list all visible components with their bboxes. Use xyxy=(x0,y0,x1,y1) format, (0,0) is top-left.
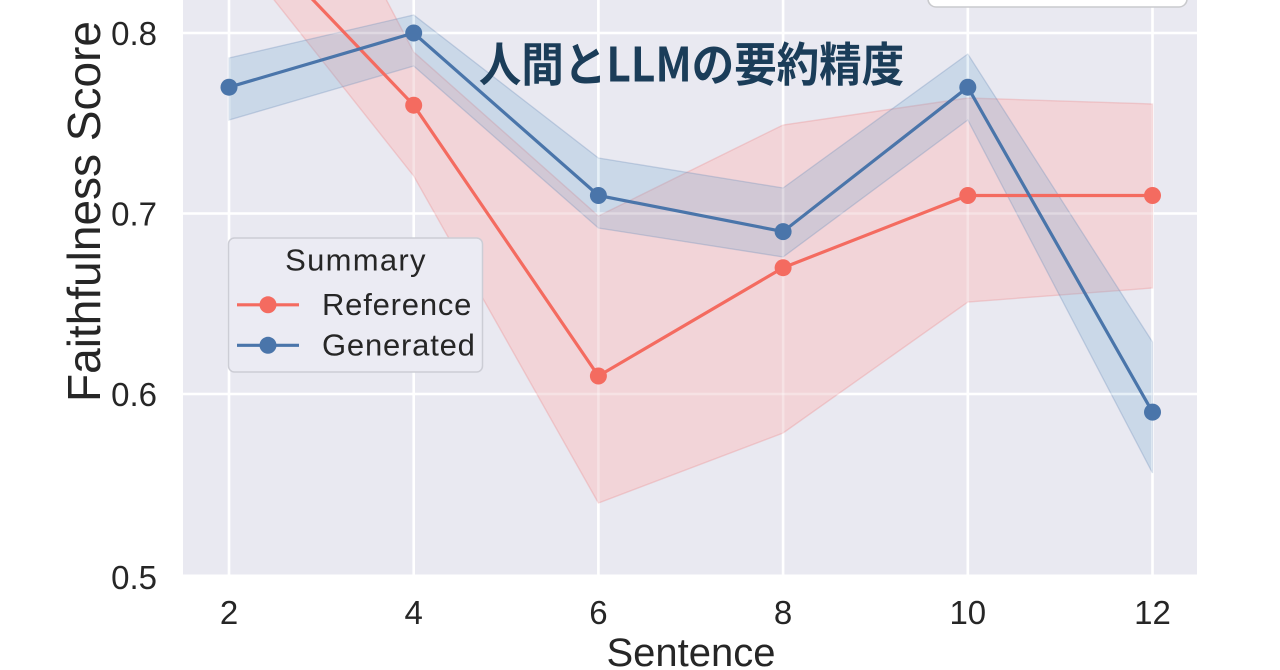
svg-text:4: 4 xyxy=(405,594,423,631)
svg-text:Reference: Reference xyxy=(322,287,472,322)
svg-text:0.5: 0.5 xyxy=(111,559,157,596)
svg-text:Sentence: Sentence xyxy=(606,631,775,670)
svg-text:6: 6 xyxy=(589,594,607,631)
svg-text:0.8: 0.8 xyxy=(111,15,157,52)
svg-text:Summary: Summary xyxy=(285,242,427,277)
svg-text:8: 8 xyxy=(774,594,792,631)
svg-text:0.7: 0.7 xyxy=(111,196,157,233)
svg-text:12: 12 xyxy=(1134,594,1171,631)
svg-text:10: 10 xyxy=(949,594,986,631)
svg-text:2: 2 xyxy=(220,594,238,631)
svg-text:Generated: Generated xyxy=(322,328,476,363)
svg-text:0.6: 0.6 xyxy=(111,376,157,413)
svg-text:Faithfulness Score: Faithfulness Score xyxy=(58,21,110,402)
